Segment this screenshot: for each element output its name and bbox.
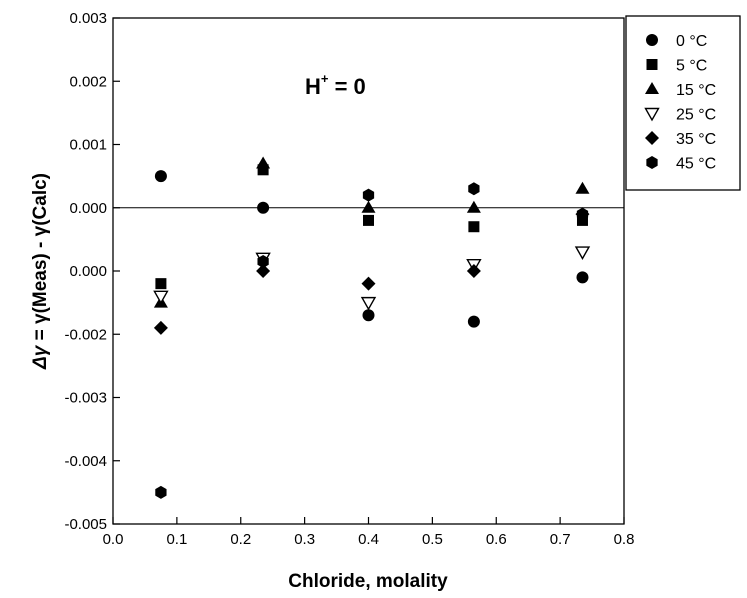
legend-label: 5 °C xyxy=(676,58,707,75)
y-tick-label: -0.005 xyxy=(64,516,107,533)
y-tick-label: 0.000 xyxy=(69,200,107,217)
point-triangle-up-marker xyxy=(361,200,376,213)
legend-hexagon-marker xyxy=(646,156,658,169)
plot-area-frame xyxy=(112,17,625,525)
point-triangle-down-marker xyxy=(153,290,169,305)
y-tick-label: -0.002 xyxy=(64,326,107,343)
x-tick-label: 0.8 xyxy=(614,531,635,548)
point-triangle-up-marker xyxy=(575,181,590,194)
point-triangle-up-marker xyxy=(466,200,481,213)
y-tick-label: -0.003 xyxy=(64,390,107,407)
data-points xyxy=(153,156,591,499)
point-triangle-up-marker xyxy=(256,156,271,169)
x-tick-label: 0.4 xyxy=(358,531,379,548)
x-tick-label: 0.0 xyxy=(103,531,124,548)
y-tick-label: 0.000 xyxy=(69,263,107,280)
point-circle-marker xyxy=(154,170,167,183)
x-tick-label: 0.7 xyxy=(550,531,571,548)
legend-label: 35 °C xyxy=(676,131,716,148)
x-axis-ticks: 0.0 0.1 0.2 0.3 0.4 0.5 0.6 0.7 0.8 xyxy=(103,517,635,548)
point-square-marker xyxy=(257,164,269,176)
y-tick-label: -0.004 xyxy=(64,453,107,470)
legend-label: 45 °C xyxy=(676,156,716,173)
x-axis-title: Chloride, molality xyxy=(288,571,448,592)
x-tick-label: 0.2 xyxy=(230,531,251,548)
point-square-marker xyxy=(363,214,374,226)
legend-label: 15 °C xyxy=(676,82,716,99)
legend-diamond-marker xyxy=(645,131,659,145)
point-hexagon-marker xyxy=(362,188,375,202)
legend-triangle-down-marker xyxy=(644,107,660,122)
point-square-marker xyxy=(468,221,480,233)
point-diamond-marker xyxy=(153,320,168,335)
point-triangle-down-marker xyxy=(360,296,377,311)
y-axis-title: Δγ = γ(Meas) - γ(Calc) xyxy=(30,173,51,370)
point-hexagon-marker xyxy=(155,485,167,499)
point-diamond-marker xyxy=(361,276,376,291)
x-tick-label: 0.6 xyxy=(486,531,507,548)
x-tick-label: 0.3 xyxy=(294,531,315,548)
x-tick-label: 0.5 xyxy=(422,531,443,548)
point-diamond-marker xyxy=(256,264,271,278)
y-tick-label: 0.002 xyxy=(69,73,107,90)
legend: 0 °C 5 °C 15 °C 25 °C 35 °C 45 °C xyxy=(625,15,741,191)
legend-label: 0 °C xyxy=(676,33,707,50)
point-circle-marker xyxy=(467,315,480,328)
legend-label: 25 °C xyxy=(676,107,716,124)
legend-circle-marker xyxy=(646,34,658,46)
legend-square-marker xyxy=(646,59,658,70)
point-hexagon-marker xyxy=(468,182,480,196)
point-circle-marker xyxy=(362,309,375,322)
y-tick-label: 0.003 xyxy=(69,10,107,27)
legend-triangle-up-marker xyxy=(645,82,659,94)
point-hexagon-marker xyxy=(257,255,269,269)
point-hexagon-marker xyxy=(576,207,589,221)
x-tick-label: 0.1 xyxy=(166,531,187,548)
point-square-marker xyxy=(155,278,167,290)
y-tick-label: 0.001 xyxy=(69,137,107,154)
point-circle-marker xyxy=(257,201,270,214)
point-diamond-marker xyxy=(466,264,481,278)
h-plus-annotation: H+ = 0 xyxy=(305,71,366,99)
point-circle-marker xyxy=(576,271,589,284)
legend-box xyxy=(625,15,741,191)
y-axis-ticks: -0.005 -0.004 -0.003 -0.002 0.000 0.000 0.001 0… xyxy=(64,10,120,533)
point-triangle-down-marker xyxy=(574,246,591,260)
